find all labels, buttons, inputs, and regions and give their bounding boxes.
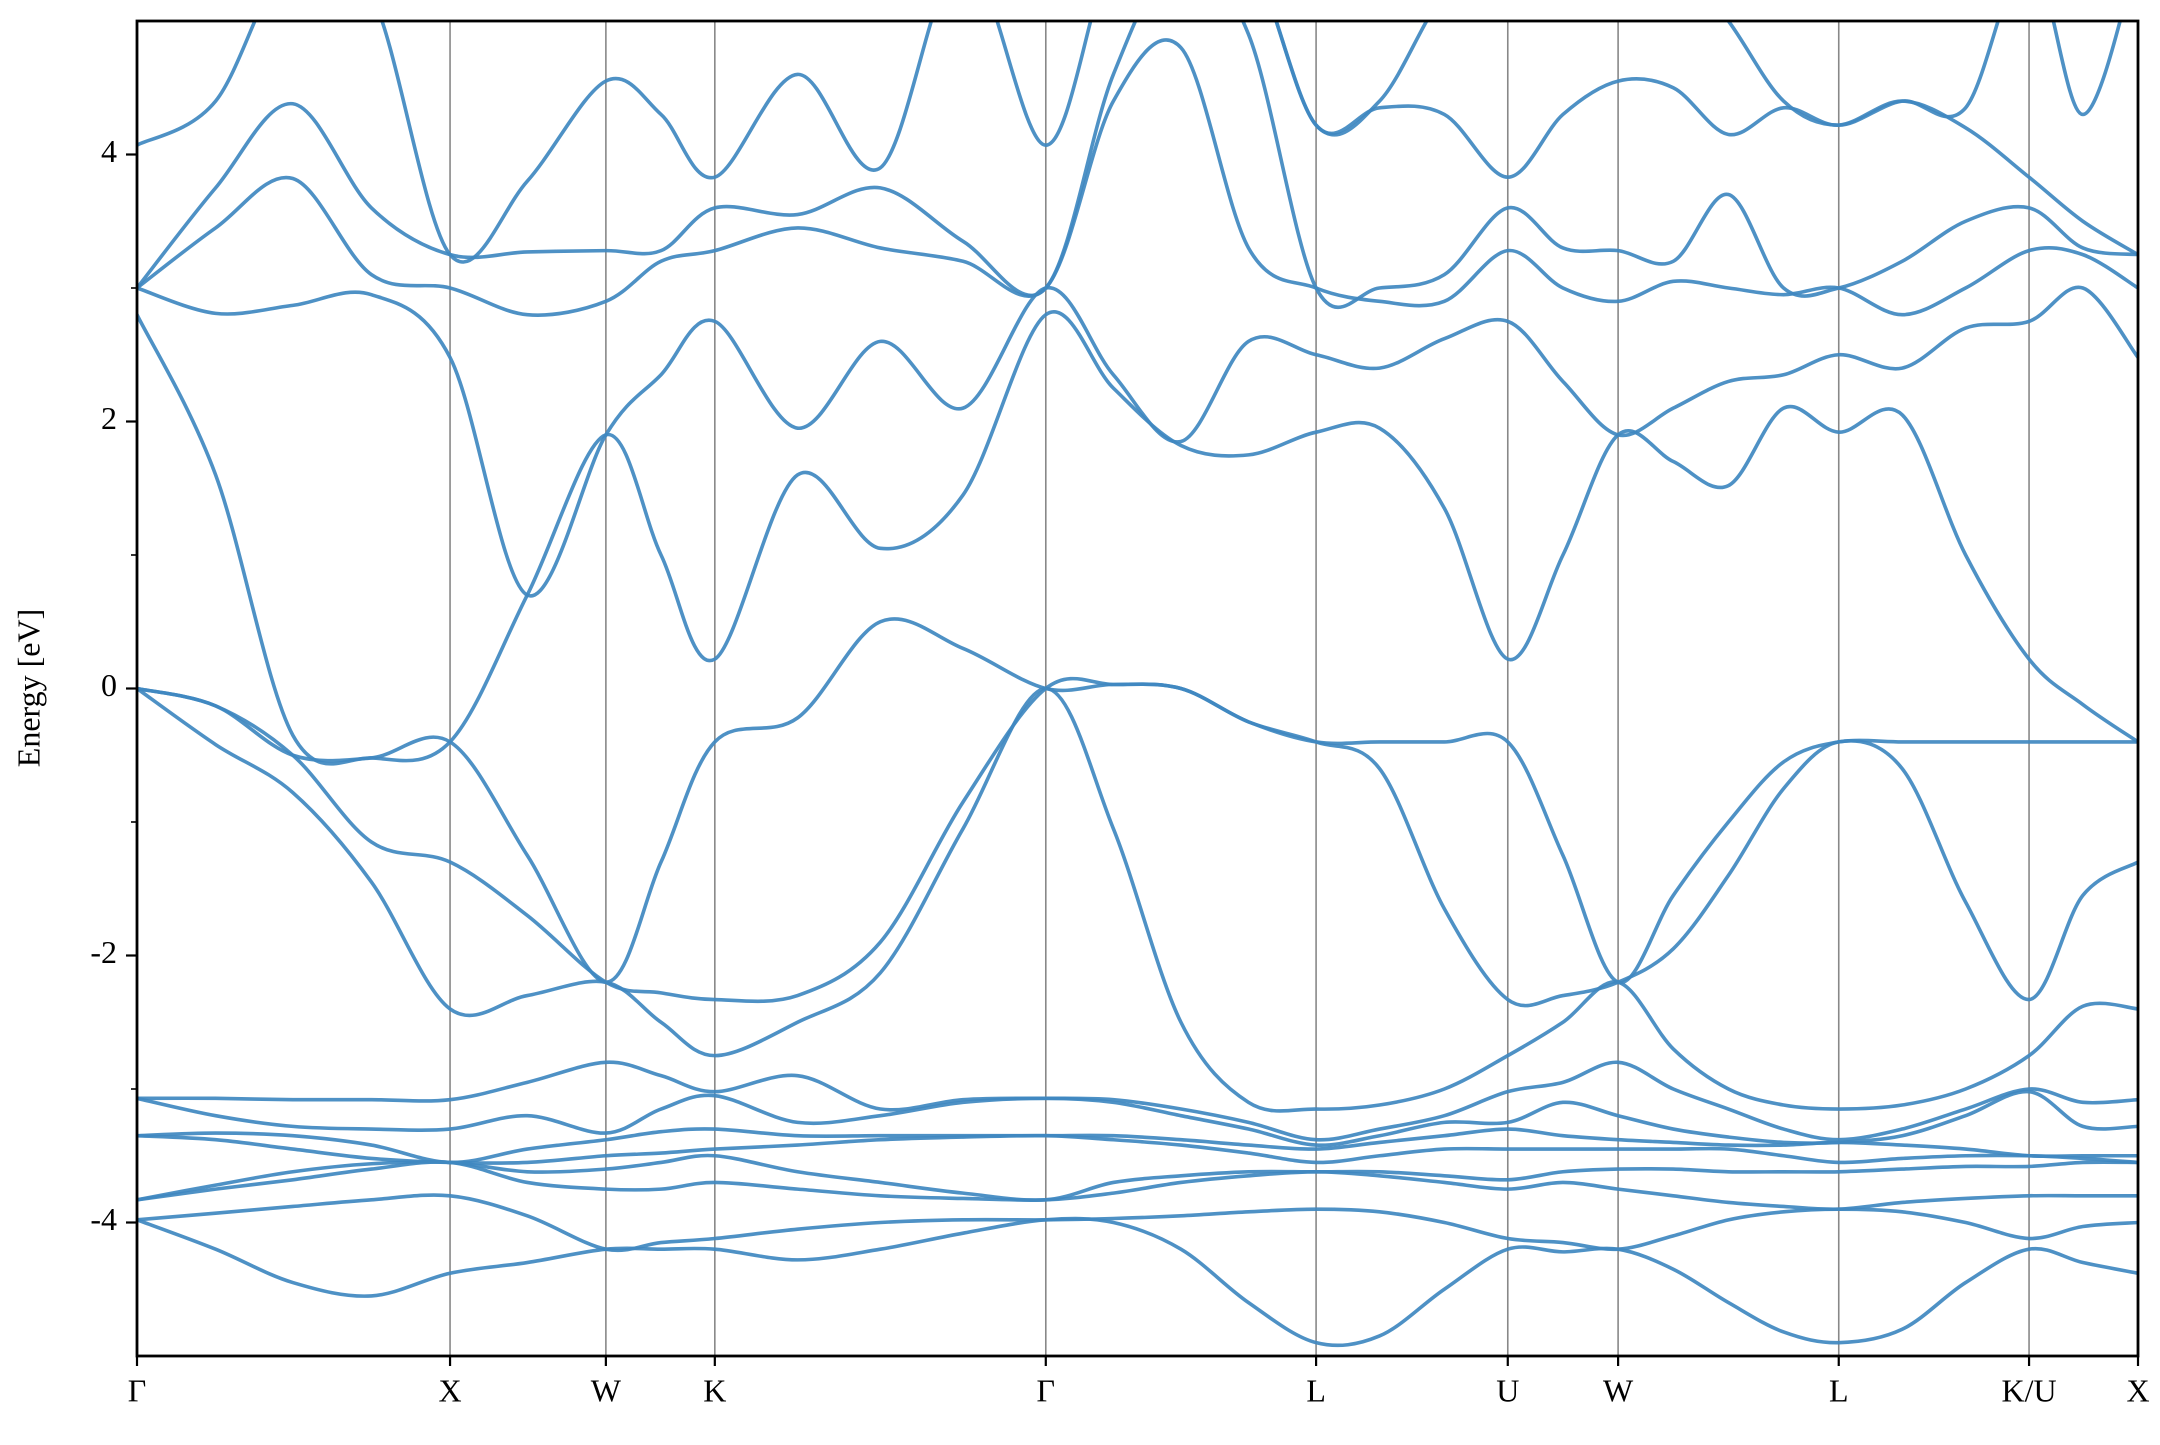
band-line xyxy=(137,686,2138,1113)
y-tick-label: -2 xyxy=(90,934,117,970)
band-line xyxy=(137,38,2138,317)
x-tick-label: Γ xyxy=(128,1372,147,1408)
x-tick-label: K xyxy=(703,1372,726,1408)
y-tick-label: -4 xyxy=(90,1201,117,1237)
y-tick-label: 2 xyxy=(101,400,117,436)
x-tick-label: W xyxy=(1603,1372,1634,1408)
bands xyxy=(137,21,2138,1348)
x-tick-label: L xyxy=(1306,1372,1326,1408)
y-axis-label: Energy [eV] xyxy=(10,609,46,767)
x-tick-label: Γ xyxy=(1037,1372,1056,1408)
band-line xyxy=(137,21,2138,264)
x-tick-label: U xyxy=(1496,1372,1519,1408)
x-tick-label: X xyxy=(2126,1372,2149,1408)
x-tick-label: L xyxy=(1829,1372,1849,1408)
y-tick-label: 0 xyxy=(101,667,117,703)
band-line xyxy=(137,21,2138,310)
x-tick-label: X xyxy=(438,1372,461,1408)
band-line xyxy=(137,1089,2138,1147)
ticks: Γ X W K Γ L U W L K/U X -4 -2 0 2 4 xyxy=(90,133,2149,1409)
band-line xyxy=(137,1133,2138,1165)
band-line xyxy=(137,1153,2138,1202)
band-line xyxy=(137,1216,2138,1348)
band-line xyxy=(137,285,2138,598)
y-tick-label: 4 xyxy=(101,133,117,169)
band-line xyxy=(137,1060,2138,1142)
x-tick-label: K/U xyxy=(2002,1372,2057,1408)
band-line xyxy=(137,1160,2138,1212)
band-line xyxy=(1274,21,2123,137)
band-line xyxy=(137,617,2138,985)
x-tick-label: W xyxy=(591,1372,622,1408)
